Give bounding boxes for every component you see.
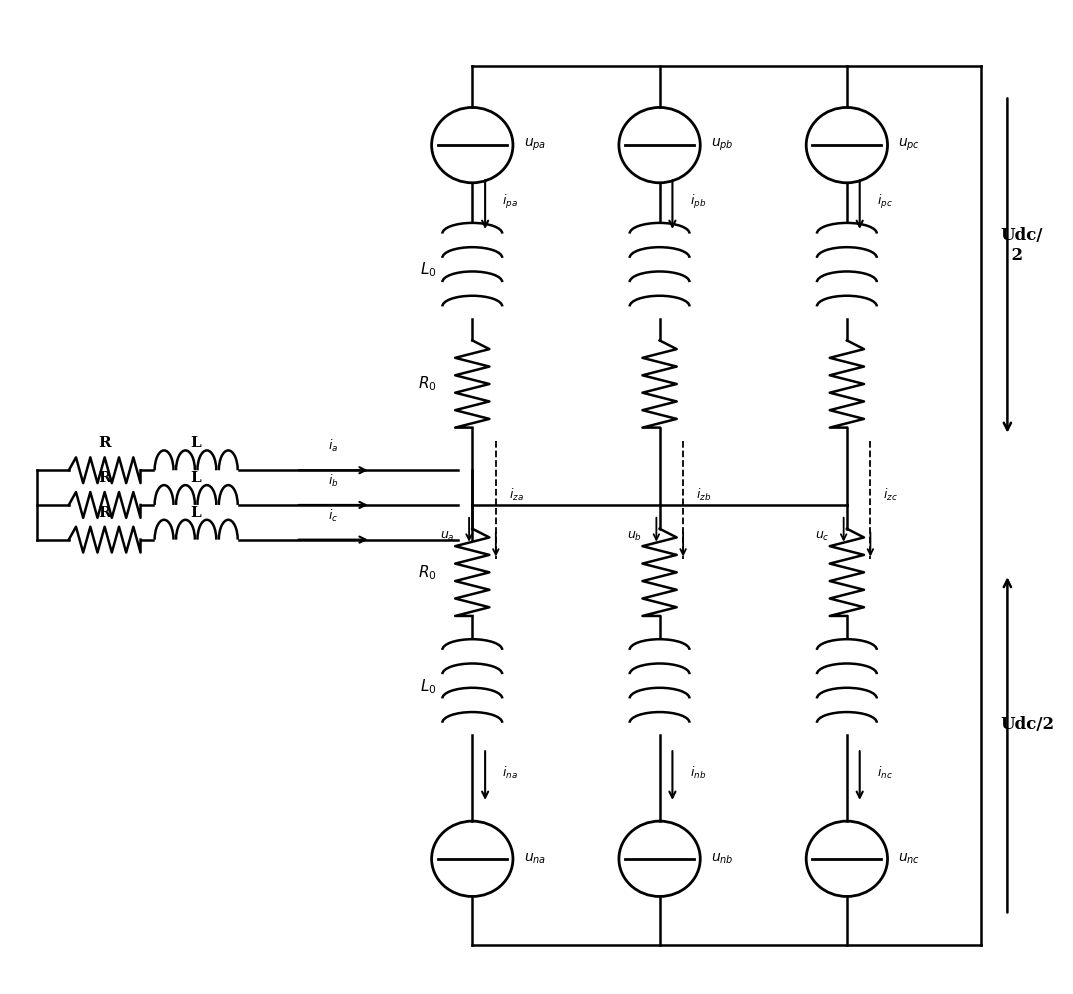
Text: $u_c$: $u_c$ <box>815 530 829 543</box>
Text: $i_{nc}$: $i_{nc}$ <box>877 765 893 781</box>
Text: $i_{zc}$: $i_{zc}$ <box>883 487 898 503</box>
Text: $u_{pb}$: $u_{pb}$ <box>711 137 734 153</box>
Text: $u_{nc}$: $u_{nc}$ <box>898 852 921 866</box>
Text: $i_{pc}$: $i_{pc}$ <box>877 193 893 211</box>
Text: $i_{za}$: $i_{za}$ <box>509 487 524 503</box>
Text: R: R <box>99 506 111 520</box>
Text: R: R <box>99 471 111 485</box>
Text: $u_{pc}$: $u_{pc}$ <box>898 137 921 153</box>
Text: $i_b$: $i_b$ <box>328 473 338 489</box>
Text: $i_a$: $i_a$ <box>328 438 338 454</box>
Text: $i_{zb}$: $i_{zb}$ <box>696 487 711 503</box>
Text: $u_{pa}$: $u_{pa}$ <box>524 137 546 153</box>
Text: $u_a$: $u_a$ <box>440 530 455 543</box>
Text: $i_{na}$: $i_{na}$ <box>502 765 518 781</box>
Text: Udc/2: Udc/2 <box>1000 717 1054 734</box>
Text: $u_{nb}$: $u_{nb}$ <box>711 852 734 866</box>
Text: $u_{na}$: $u_{na}$ <box>524 852 546 866</box>
Text: L: L <box>191 436 202 450</box>
Text: $i_{nb}$: $i_{nb}$ <box>690 765 706 781</box>
Text: $i_{pb}$: $i_{pb}$ <box>690 193 706 211</box>
Text: $i_c$: $i_c$ <box>328 508 338 524</box>
Text: $u_b$: $u_b$ <box>628 530 643 543</box>
Text: $R_0$: $R_0$ <box>418 375 437 394</box>
Text: L: L <box>191 506 202 520</box>
Text: L: L <box>191 471 202 485</box>
Text: R: R <box>99 436 111 450</box>
Text: $i_{pa}$: $i_{pa}$ <box>502 193 518 211</box>
Text: $R_0$: $R_0$ <box>418 563 437 581</box>
Text: $L_0$: $L_0$ <box>421 677 437 696</box>
Text: Udc/
  2: Udc/ 2 <box>1000 228 1042 264</box>
Text: $L_0$: $L_0$ <box>421 260 437 279</box>
